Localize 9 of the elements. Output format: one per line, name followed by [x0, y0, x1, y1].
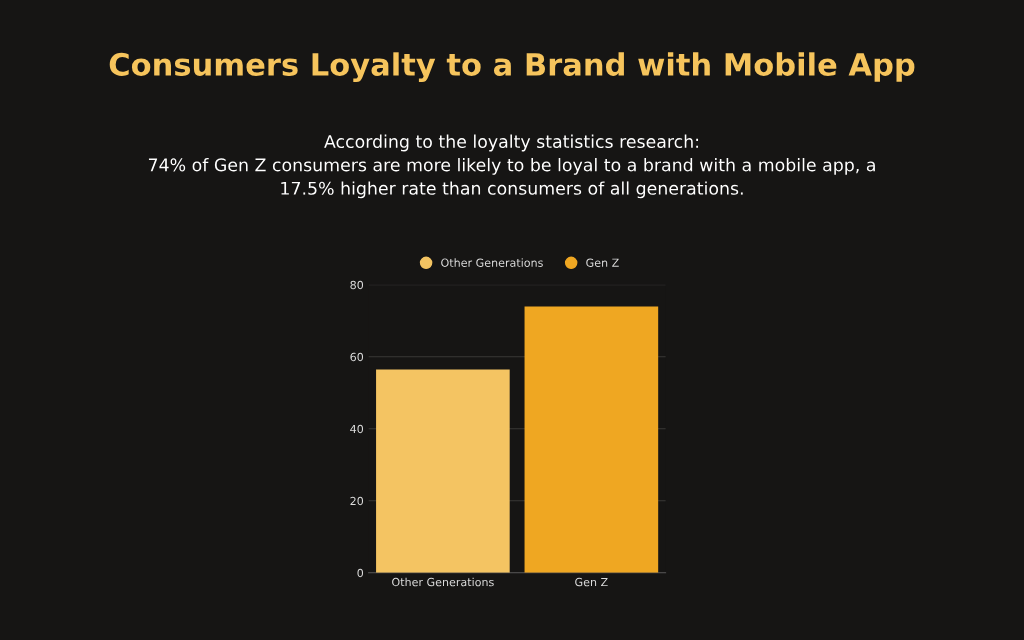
y-tick-label: 60: [350, 352, 364, 362]
legend-label: Gen Z: [586, 258, 619, 267]
chart-title: Consumers Loyalty to a Brand with Mobile App: [109, 52, 915, 83]
y-tick-label: 40: [350, 424, 364, 434]
legend-label: Other Generations: [441, 258, 543, 267]
y-tick-label: 0: [357, 568, 364, 578]
chart-subtitle: According to the loyalty statistics research: 74% of Gen Z consumers are more likely to be loyal to a brand with a mobile app, a 17.5% higher rate than consumers of all generations.: [148, 134, 875, 199]
y-tick-label: 20: [350, 496, 364, 506]
y-tick-label: 80: [350, 280, 364, 290]
